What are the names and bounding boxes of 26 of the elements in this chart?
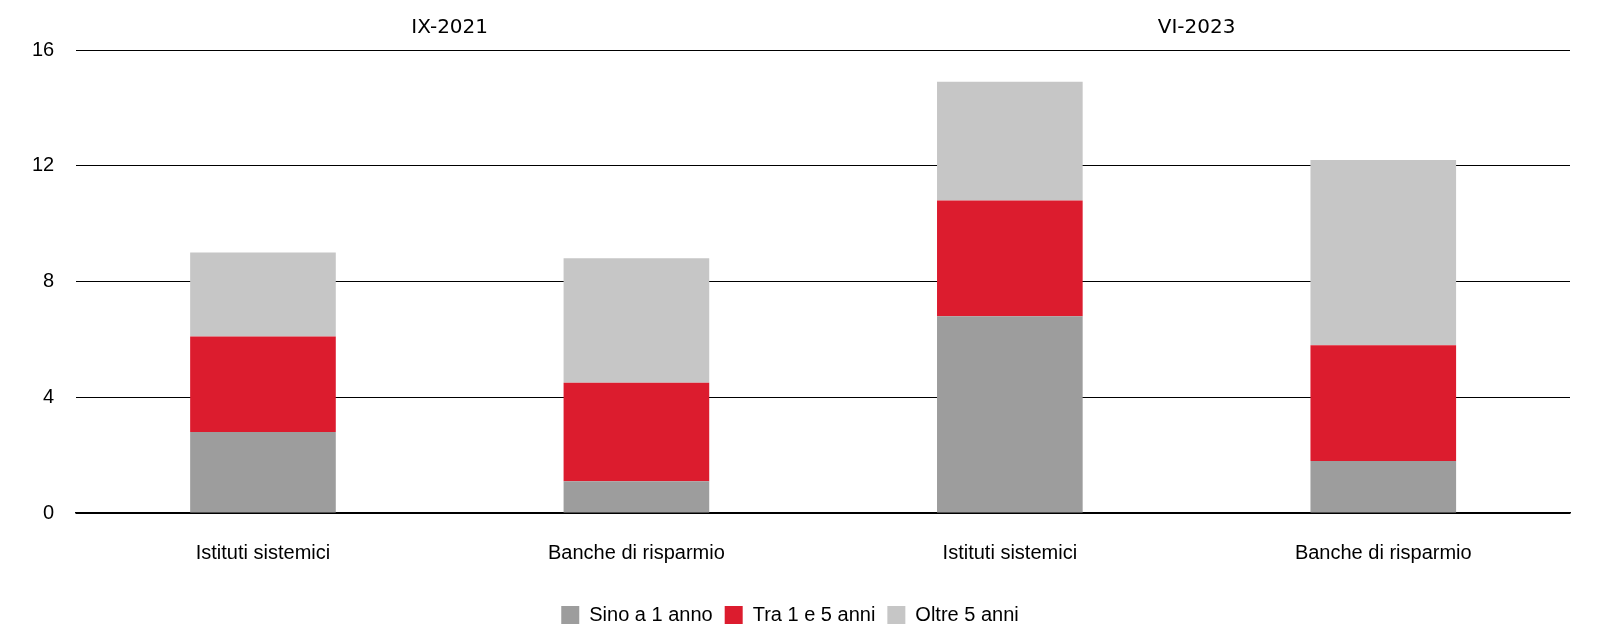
x-tick-label: Istituti sistemici (942, 540, 1078, 563)
bar (1310, 159, 1457, 346)
y-tick-label: 16 (32, 37, 55, 60)
legend-label: Sino a 1 anno (589, 602, 713, 625)
bar (190, 336, 336, 432)
bar (563, 382, 710, 482)
bar (937, 316, 1083, 513)
x-tick-label: Istituti sistemici (195, 540, 331, 563)
legend-label: Oltre 5 anni (915, 602, 1019, 625)
legend-label: Tra 1 e 5 anni (752, 602, 876, 625)
bar (937, 200, 1083, 317)
x-tick-label: Banche di risparmio (1294, 540, 1472, 563)
text: IX-2021 (411, 14, 489, 39)
text: VI-2023 (1157, 14, 1236, 39)
bar (190, 252, 336, 337)
y-tick-label: 12 (32, 153, 55, 176)
bar (563, 481, 710, 513)
y-tick-label: 8 (43, 269, 55, 292)
x-tick-label: Banche di risparmio (548, 540, 725, 563)
bar (937, 81, 1083, 201)
bar (563, 258, 710, 383)
y-tick-label: 0 (43, 500, 55, 523)
y-tick-label: 4 (43, 384, 55, 407)
bar (190, 431, 336, 513)
bar (1310, 460, 1457, 513)
bar (1310, 345, 1457, 461)
